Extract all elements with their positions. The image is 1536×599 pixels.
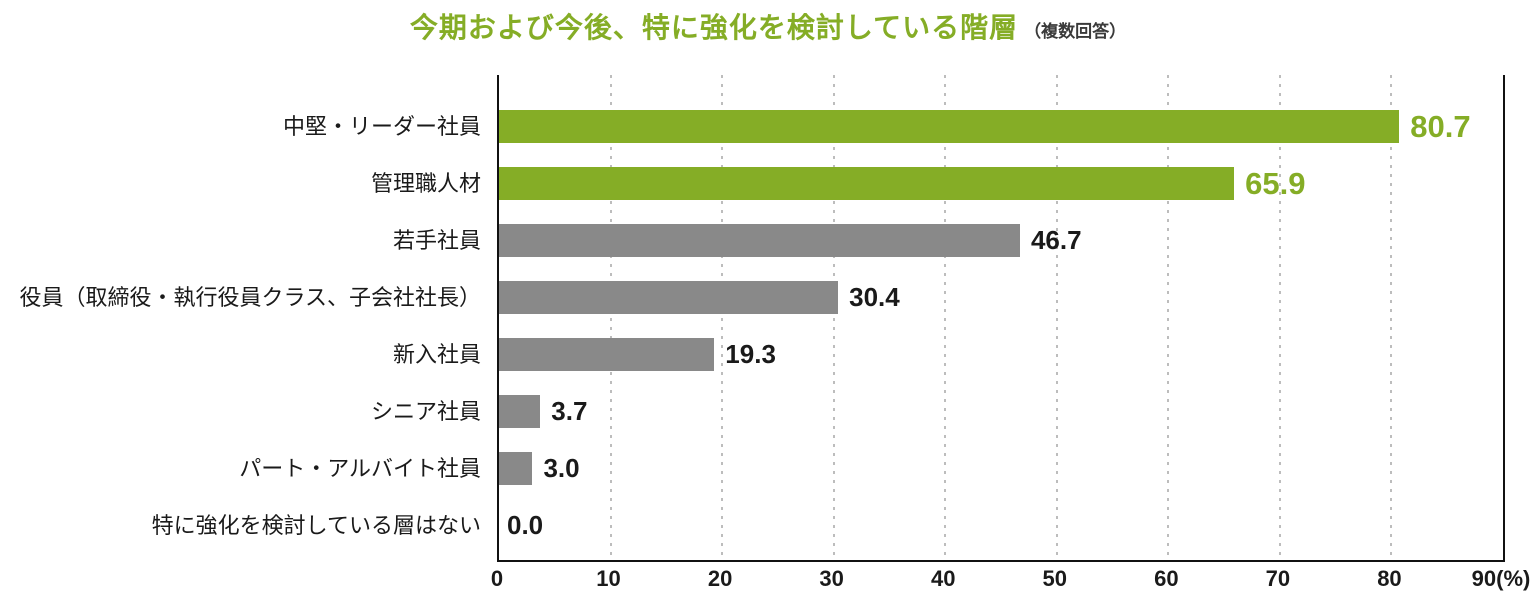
gridline-30 xyxy=(832,75,835,560)
value-label-0: 80.7 xyxy=(1410,109,1471,144)
x-tick-60: 60 xyxy=(1154,566,1179,591)
x-tick-10: 10 xyxy=(596,566,621,591)
category-label-3: 役員（取締役・執行役員クラス、子会社社長） xyxy=(19,285,481,310)
value-label-4: 19.3 xyxy=(725,339,776,369)
x-tick-70: 70 xyxy=(1265,566,1291,591)
x-tick-80: 80 xyxy=(1377,566,1402,591)
x-tick-50: 50 xyxy=(1042,566,1068,591)
value-label-6: 3.0 xyxy=(543,453,580,483)
x-tick-30: 30 xyxy=(819,566,844,591)
x-tick-40: 40 xyxy=(930,566,956,591)
bar-1 xyxy=(499,167,1235,200)
x-axis-unit: (%) xyxy=(1496,566,1531,591)
gridline-70 xyxy=(1278,75,1281,560)
plot-area: 80.7 65.9 46.7 30.4 19.3 3.7 3.0 0.0 xyxy=(497,75,1505,562)
gridline-80 xyxy=(1390,75,1393,560)
category-label-7: 特に強化を検討している層はない xyxy=(151,513,481,538)
category-label-0: 中堅・リーダー社員 xyxy=(282,114,481,139)
bar-6 xyxy=(499,452,533,485)
category-label-4: 新入社員 xyxy=(392,342,481,367)
category-label-1: 管理職人材 xyxy=(370,171,481,196)
value-label-2: 46.7 xyxy=(1030,225,1082,255)
gridline-20 xyxy=(721,75,724,560)
x-tick-20: 20 xyxy=(707,566,733,591)
value-label-1: 65.9 xyxy=(1245,166,1306,201)
value-label-3: 30.4 xyxy=(849,282,900,312)
value-label-7: 0.0 xyxy=(507,510,544,540)
bar-4 xyxy=(499,338,715,371)
bar-5 xyxy=(499,395,541,428)
category-label-2: 若手社員 xyxy=(392,228,481,253)
chart-title: 今期および今後、特に強化を検討している階層 xyxy=(409,12,1019,43)
chart-title-note: （複数回答） xyxy=(1024,22,1127,41)
x-tick-90: 90(%) xyxy=(1471,566,1531,591)
gridline-50 xyxy=(1055,75,1058,560)
category-label-5: シニア社員 xyxy=(370,399,481,424)
bar-2 xyxy=(499,224,1020,257)
gridline-40 xyxy=(944,75,947,560)
chart-title-row: 今期および今後、特に強化を検討している階層 （複数回答） xyxy=(0,6,1536,46)
gridline-10 xyxy=(609,75,612,560)
gridline-60 xyxy=(1167,75,1170,560)
value-label-5: 3.7 xyxy=(551,396,588,426)
x-tick-0: 0 xyxy=(490,566,504,591)
bar-3 xyxy=(499,281,839,314)
bar-0 xyxy=(499,110,1400,143)
category-label-6: パート・アルバイト社員 xyxy=(239,456,481,481)
